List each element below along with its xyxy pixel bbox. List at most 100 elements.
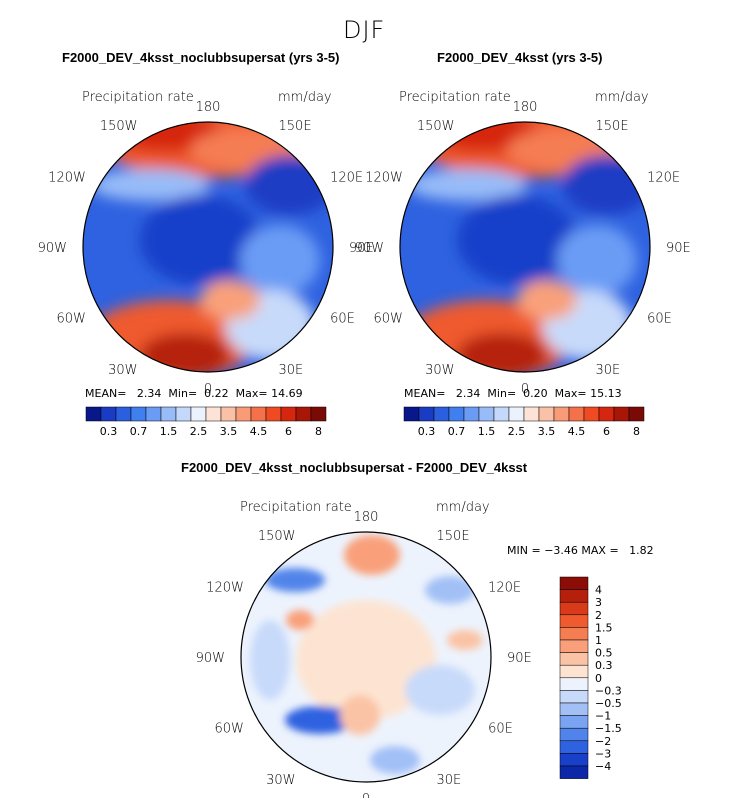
panel1-colorbar-cell	[115, 406, 132, 422]
diff-colorbar-cell	[559, 765, 589, 779]
panel2-lon-label: 180	[513, 100, 538, 115]
panel1-colorbar-tick: 2.5	[190, 425, 208, 438]
panel1-colorbar-cell	[280, 406, 297, 422]
diff-colorbar-tick: 0.5	[595, 647, 613, 660]
panel2-lon-label: 150W	[417, 119, 455, 134]
panel1-title: F2000_DEV_4ksst_noclubbsupersat (yrs 3-5…	[62, 50, 340, 65]
season-title: DJF	[343, 16, 386, 44]
panel1-lon-label: 90W	[38, 241, 67, 256]
panel2-colorbar-cell	[463, 406, 480, 422]
panel2-lon-label: 30E	[596, 363, 621, 378]
diff-colorbar-cell	[559, 589, 589, 603]
panel1-lon-label: 0	[204, 382, 212, 397]
panel1-colorbar-tick: 3.5	[220, 425, 238, 438]
panel1-lon-label: 60W	[56, 312, 85, 327]
panel3-variable: Precipitation rate	[240, 500, 352, 515]
panel3-units: mm/day	[436, 500, 490, 515]
panel1-lon-label: 60E	[330, 312, 355, 327]
diff-colorbar-tick: 0	[595, 672, 602, 685]
longitude-labels: 180150E120E90E60E30E030W60W90W120W150W18…	[38, 100, 691, 798]
panel2-map	[400, 122, 650, 372]
panel3-lon-label: 120E	[488, 581, 521, 596]
panel2-colorbar-tick: 2.5	[508, 425, 526, 438]
panel3-lon-label: 30W	[266, 773, 295, 788]
diff-colorbar-tick: −3	[595, 747, 611, 760]
panel1-colorbar-cell	[85, 406, 102, 422]
panel1-colorbar-cell	[190, 406, 207, 422]
diff-colorbar-tick: −2	[595, 735, 611, 748]
panel1-colorbar-tick: 0.7	[130, 425, 148, 438]
panel2-colorbar-tick: 0.7	[448, 425, 466, 438]
colorbar-top: 0.3 0.7 1.5 2.5 3.5 4.5 6 8 0.3 0.7 1.5 2.5 3.5 4.5 6 8	[85, 406, 645, 438]
diff-colorbar-cell	[559, 753, 589, 767]
diff-colorbar-tick: −4	[595, 760, 611, 773]
panel1-colorbar-cell	[265, 406, 282, 422]
panel2-stats: MEAN= 2.34 Min= 0.20 Max= 15.13	[404, 387, 622, 400]
panel3-map	[241, 532, 491, 782]
panel1-lon-label: 150W	[100, 119, 138, 134]
diff-colorbar-tick: 0.3	[595, 659, 613, 672]
panel3-lon-label: 90E	[507, 651, 532, 666]
diff-colorbar-tick: 4	[595, 584, 602, 597]
panel2-colorbar-cell	[403, 406, 420, 422]
panel3-title: F2000_DEV_4ksst_noclubbsupersat - F2000_…	[181, 460, 528, 475]
panel2-lon-label: 90W	[355, 241, 384, 256]
panel1-units: mm/day	[278, 90, 332, 105]
panel3-lon-label: 180	[354, 510, 379, 525]
panel1-lon-label: 30E	[279, 363, 304, 378]
diff-colorbar-cell	[559, 727, 589, 742]
panel3-lon-label: 0	[362, 792, 370, 798]
panel2-lon-label: 60W	[373, 312, 402, 327]
panel1-lon-label: 180	[196, 100, 221, 115]
panel1-colorbar-cell	[250, 406, 267, 422]
panel2-colorbar-cell	[433, 406, 450, 422]
panel1-colorbar-tick: 4.5	[250, 425, 268, 438]
diff-colorbar-cell	[559, 576, 589, 590]
diff-colorbar-tick: 1.5	[595, 621, 613, 634]
panel1-lon-label: 120E	[330, 171, 363, 186]
panel1-colorbar-tick: 8	[315, 425, 322, 438]
diff-colorbar-cell	[559, 614, 589, 628]
panel2-colorbar-cell	[448, 406, 465, 422]
panel3-lon-label: 120W	[206, 581, 244, 596]
panel1-map	[83, 122, 333, 372]
panel2-title: F2000_DEV_4ksst (yrs 3-5)	[437, 50, 603, 65]
panel1-colorbar-cell	[100, 406, 117, 422]
panel2-lon-label: 0	[521, 382, 529, 397]
diff-colorbar-tick: 3	[595, 596, 602, 609]
panel1-colorbar-tick: 0.3	[100, 425, 118, 438]
panel2-lon-label: 120E	[647, 171, 680, 186]
panel3-lon-label: 150W	[258, 529, 296, 544]
diff-colorbar-tick: −0.5	[595, 697, 622, 710]
diff-colorbar-cell	[559, 740, 589, 754]
panel1-colorbar-cell	[235, 406, 252, 422]
panel2-colorbar-cell	[553, 406, 570, 422]
diff-colorbar-tick: −0.3	[595, 684, 622, 697]
panel2-colorbar-tick: 3.5	[538, 425, 556, 438]
panel2-colorbar-tick: 1.5	[478, 425, 496, 438]
panel3-lon-label: 30E	[437, 773, 462, 788]
diff-colorbar-tick: −1.5	[595, 722, 622, 735]
panel1-colorbar-cell	[175, 406, 192, 422]
panel1-stats: MEAN= 2.34 Min= 0.22 Max= 14.69	[85, 387, 303, 400]
diff-colorbar-cell	[559, 639, 589, 653]
diff-colorbar-cell	[559, 702, 589, 716]
panel1-colorbar-cell	[205, 406, 222, 422]
diff-colorbar-tick: 1	[595, 634, 602, 647]
panel3-lon-label: 90W	[196, 651, 225, 666]
diff-colorbar-cell	[559, 601, 589, 616]
panel2-colorbar-cell	[523, 406, 540, 422]
panel1-colorbar-cell	[220, 406, 237, 422]
panel2-lon-label: 90E	[666, 241, 691, 256]
diff-colorbar-tick: 2	[595, 609, 602, 622]
panel3-lon-label: 150E	[437, 529, 470, 544]
diff-colorbar-cell	[559, 652, 589, 666]
panel3-lon-label: 60W	[214, 722, 243, 737]
panel2-colorbar-cell	[583, 406, 600, 422]
panel1-lon-label: 150E	[279, 119, 312, 134]
panel1-colorbar-cell	[310, 406, 327, 422]
panel2-colorbar-cell	[493, 406, 510, 422]
panel2-colorbar-tick: 8	[633, 425, 640, 438]
panel1-colorbar-cell	[145, 406, 162, 422]
